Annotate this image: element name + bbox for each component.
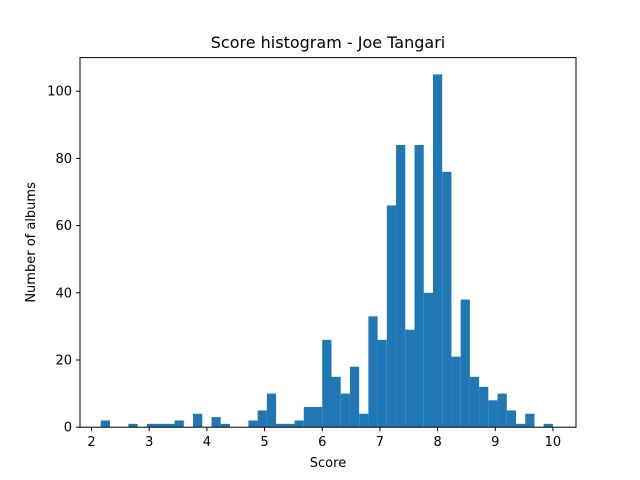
histogram-bar [377,339,387,428]
histogram-bar [211,417,221,428]
histogram-bar [294,420,304,428]
histogram-bar [146,423,157,428]
histogram-bar [432,74,443,428]
histogram-bar [349,366,360,428]
histogram-bar [405,329,415,428]
x-tick-label: 8 [433,435,441,450]
bars-group [100,74,553,428]
x-tick-label: 5 [260,435,268,450]
histogram-bar [248,420,258,428]
histogram-bar [340,393,350,428]
histogram-bar [451,356,461,428]
histogram-bar [220,423,230,428]
histogram-bar [276,423,286,428]
histogram-bar [331,376,341,428]
histogram-bar [156,423,166,428]
histogram-bar [543,423,553,428]
y-axis-ticks: 0 20 40 60 80 100 [47,85,80,436]
histogram-bar [488,400,498,428]
x-tick-label: 3 [145,435,153,450]
histogram-bar [266,393,277,428]
histogram-bar [193,413,203,428]
y-tick-label: 100 [47,85,72,100]
histogram-bar [285,423,295,428]
y-tick-label: 80 [55,152,72,167]
histogram-bar [368,316,378,428]
histogram-bar [303,407,314,428]
histogram-bar [525,413,535,428]
y-tick-label: 0 [64,421,72,436]
histogram-bar [497,393,507,428]
histogram-bar [257,410,267,428]
histogram-bar [469,376,480,428]
plot-frame [79,57,577,428]
histogram-bar [322,339,332,428]
histogram-bar [396,144,406,428]
histogram-bar [442,171,452,428]
histogram-bar [460,299,470,428]
x-axis-title: Score [310,456,346,471]
histogram-bar [386,205,397,428]
y-tick-label: 20 [55,354,72,369]
histogram-bar [313,407,323,428]
histogram-bar [100,420,110,428]
histogram-bar [516,423,526,428]
x-tick-label: 4 [203,435,211,450]
histogram-bar [414,144,424,428]
histogram-bar [128,423,138,428]
y-tick-label: 40 [55,286,72,301]
x-tick-label: 9 [491,435,499,450]
histogram-bar [506,410,517,428]
x-tick-label: 7 [376,435,384,450]
y-tick-label: 60 [55,219,72,234]
x-tick-label: 6 [318,435,326,450]
x-tick-label: 10 [545,435,562,450]
chart-title: Score histogram - Joe Tangari [211,33,445,52]
x-axis-ticks: 2 3 4 5 6 7 8 9 10 [87,427,561,450]
histogram-bar [165,423,175,428]
histogram-bar [174,420,184,428]
x-tick-label: 2 [87,435,95,450]
histogram-bar [479,386,489,428]
histogram-bar [423,292,433,428]
y-axis-title: Number of albums [24,182,39,303]
histogram-bar [359,413,369,428]
